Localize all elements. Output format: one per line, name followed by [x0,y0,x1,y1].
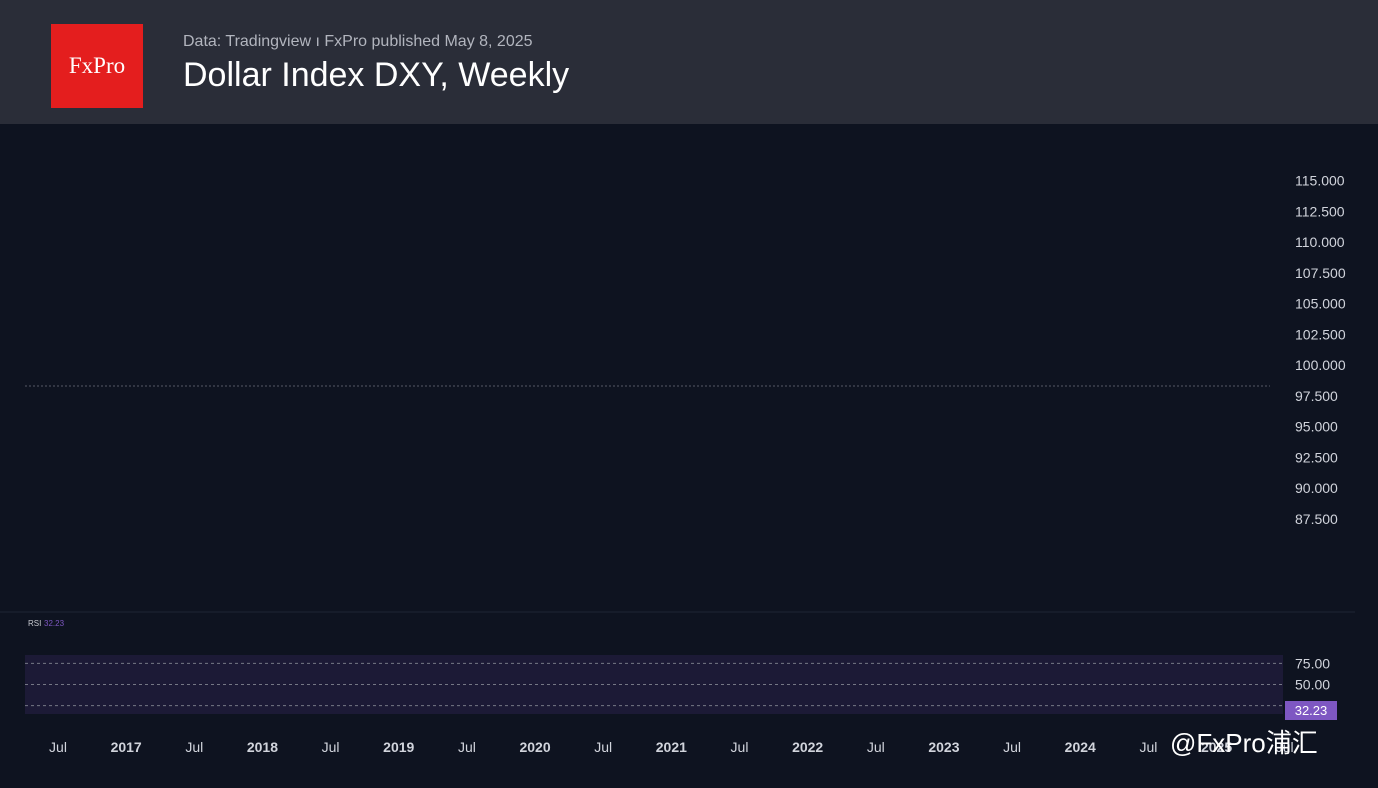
time-tick-label: Jul [1003,739,1021,755]
time-tick-label: 2024 [1065,739,1096,755]
price-tick-label: 100.000 [1295,357,1346,373]
time-tick-label: Jul [731,739,749,755]
rsi-label: RSI [28,619,41,628]
price-tick-label: 92.500 [1295,449,1338,465]
rsi-band [25,655,1283,714]
time-tick-label: 2020 [519,739,550,755]
price-tick-label: 105.000 [1295,296,1346,312]
time-tick-label: 2017 [111,739,142,755]
rsi-value-label: 32.23 [44,619,65,628]
rsi-value-badge-text: 32.23 [1295,703,1328,718]
price-tick-label: 87.500 [1295,511,1338,527]
price-tick-label: 102.500 [1295,326,1346,342]
rsi-value-badge [1285,701,1337,720]
price-tick-label: 97.500 [1295,388,1338,404]
time-tick-label: Jul [867,739,885,755]
chart-subtitle: Data: Tradingview ı FxPro published May … [183,33,533,50]
price-axis-ticks: 115.000 112.500 110.000 107.500 105.000 102.5… [1295,173,1346,527]
time-tick-label: Jul [458,739,476,755]
time-tick-label: Jul [49,739,67,755]
time-tick-label: Jul [1276,739,1294,755]
watermark: @FxPro浦汇 [1170,728,1318,758]
time-tick-label: 2021 [656,739,687,755]
fxpro-logo: FxPro [51,24,143,108]
chart-area: RSI 32.23 115.000 112.500 110.000 107.500 10… [0,173,1355,755]
time-tick-label: 2025 [1201,739,1232,755]
chart-title: Dollar Index DXY, Weekly [183,56,570,94]
rsi-tick-label: 75.00 [1295,655,1330,671]
time-tick-label: Jul [185,739,203,755]
time-tick-label: Jul [322,739,340,755]
price-tick-label: 110.000 [1295,234,1345,250]
price-tick-label: 90.000 [1295,480,1338,496]
time-tick-label: Jul [1139,739,1157,755]
price-tick-label: 115.000 [1295,173,1345,189]
time-axis-ticks: Jul 2017 Jul 2018 Jul 2019 Jul 2020 Jul 2021 Jul 20… [49,739,1294,755]
time-tick-label: 2022 [792,739,823,755]
price-tick-label: 107.500 [1295,265,1346,281]
time-tick-label: 2019 [383,739,414,755]
price-tick-label: 112.500 [1295,203,1345,219]
header-bar: FxPro Data: Tradingview ı FxPro publishe… [0,0,1378,124]
price-tick-label: 95.000 [1295,419,1338,435]
rsi-tick-label: 50.00 [1295,677,1330,693]
time-tick-label: Jul [594,739,612,755]
time-tick-label: 2023 [928,739,959,755]
time-tick-label: 2018 [247,739,278,755]
